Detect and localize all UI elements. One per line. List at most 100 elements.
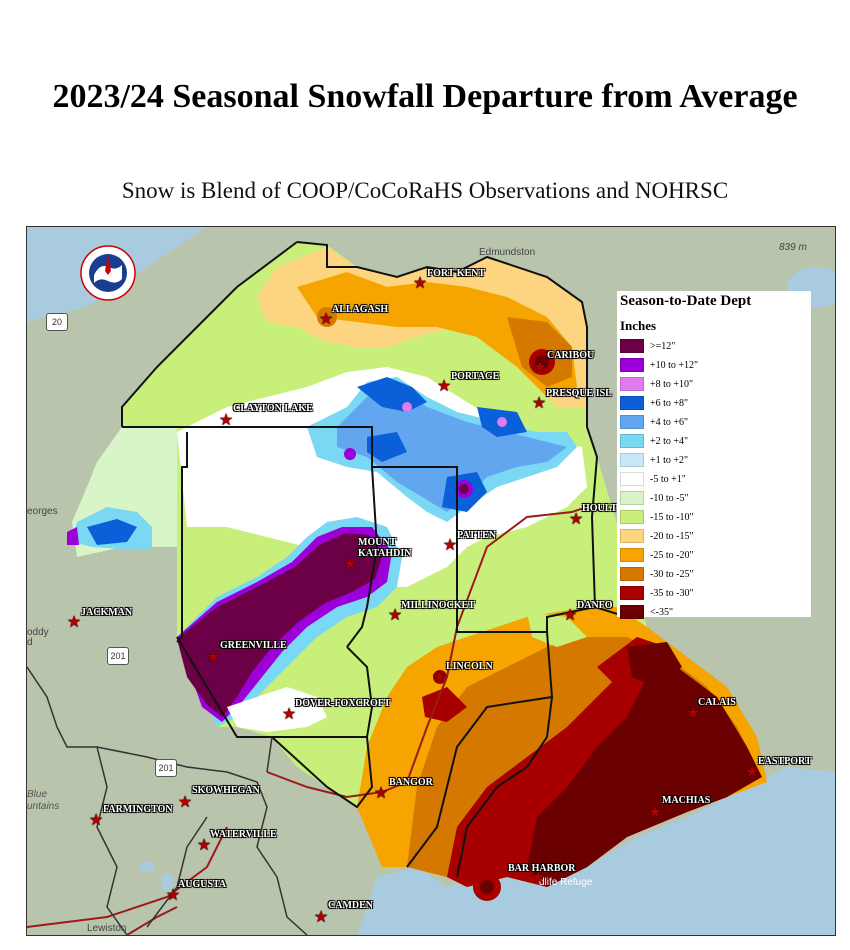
legend-item: +4 to +6" <box>620 414 688 430</box>
fort-kent-star-icon: ★ <box>412 275 428 292</box>
skowhegan-star-icon: ★ <box>177 794 193 811</box>
legend-item: +2 to +4" <box>620 433 688 449</box>
legend-item: -35 to -30" <box>620 585 694 601</box>
city-caribou: CARIBOU <box>547 350 595 361</box>
legend-swatch <box>620 434 644 448</box>
jackman-star-icon: ★ <box>66 614 82 631</box>
mount-katahdin-star-icon: ★ <box>342 556 358 573</box>
clayton-lake-star-icon: ★ <box>218 412 234 429</box>
legend-label: -30 to -25" <box>650 568 694 580</box>
legend-item: +1 to +2" <box>620 452 688 468</box>
legend-title: Season-to-Date Dept <box>620 293 752 309</box>
legend-units: Inches <box>620 318 657 333</box>
city-skowhegan: SKOWHEGAN <box>192 785 260 796</box>
route-20-shield: 20 <box>46 313 68 331</box>
legend-label: +2 to +4" <box>650 435 689 447</box>
calais-star-icon: ★ <box>685 705 701 722</box>
city-machias: MACHIAS <box>662 795 711 806</box>
wildlife-refuge-label: dlife Refuge <box>539 877 593 888</box>
legend-item: -15 to -10" <box>620 509 694 525</box>
map-title: 2023/24 Seasonal Snowfall Departure from… <box>52 78 798 115</box>
city-patten: PATTEN <box>457 530 497 541</box>
legend-swatch <box>620 548 644 562</box>
nws-logo-icon <box>80 245 136 301</box>
legend-label: >=12" <box>650 340 676 352</box>
legend-swatch <box>620 491 644 505</box>
legend-label: <-35" <box>650 606 674 618</box>
portage-star-icon: ★ <box>436 378 452 395</box>
legend-swatch <box>620 472 644 486</box>
machias-star-icon: ★ <box>647 804 663 821</box>
legend-label: -10 to -5" <box>650 492 689 504</box>
legend-swatch <box>620 586 644 600</box>
dover-foxcroft-star-icon: ★ <box>281 706 297 723</box>
legend-label: -35 to -30" <box>650 587 694 599</box>
legend-label: +4 to +6" <box>650 416 689 428</box>
city-millinocket: MILLINOCKET <box>401 600 475 611</box>
route-201-shield-b: 201 <box>155 759 177 777</box>
patten-star-icon: ★ <box>442 537 458 554</box>
legend-label: +6 to +8" <box>650 397 689 409</box>
city-waterville: WATERVILLE <box>210 829 277 840</box>
city-portage: PORTAGE <box>451 371 500 382</box>
city-clayton-lake: CLAYTON LAKE <box>233 403 313 414</box>
legend-label: +10 to +12" <box>650 359 699 371</box>
legend-item: -25 to -20" <box>620 547 694 563</box>
legend-swatch <box>620 358 644 372</box>
legend-swatch <box>620 510 644 524</box>
city-allagash: ALLAGASH <box>332 304 389 315</box>
city-lincoln: LINCOLN <box>446 661 493 672</box>
legend-swatch <box>620 567 644 581</box>
legend-item: >=12" <box>620 338 675 354</box>
legend-swatch <box>620 529 644 543</box>
legend-item: <-35" <box>620 604 673 620</box>
legend-item: -10 to -5" <box>620 490 689 506</box>
legend-swatch <box>620 605 644 619</box>
legend-item: +10 to +12" <box>620 357 698 373</box>
city-bar-harbor: BAR HARBOR <box>508 863 576 874</box>
city-danforth: DANFO <box>577 600 613 611</box>
greenville-star-icon: ★ <box>205 649 221 666</box>
blue-mountains-label-2: untains <box>27 801 60 812</box>
bangor-star-icon: ★ <box>373 785 389 802</box>
camden-star-icon: ★ <box>313 909 329 926</box>
danforth-star-icon: ★ <box>562 607 578 624</box>
legend-swatch <box>620 396 644 410</box>
city-mount-katahdin: MOUNT KATAHDIN <box>358 537 412 559</box>
legend-label: -5 to +1" <box>650 473 686 485</box>
city-fort-kent: FORT KENT <box>427 268 486 279</box>
legend-item: -30 to -25" <box>620 566 694 582</box>
city-houlton: HOULT <box>582 503 618 514</box>
eastport-star-icon: ★ <box>744 764 760 781</box>
map-canvas <box>27 227 835 935</box>
augusta-star-icon: ★ <box>165 887 181 904</box>
city-augusta: AUGUSTA <box>178 879 227 890</box>
roddy-label-2: d <box>27 637 33 648</box>
legend-label: -15 to -10" <box>650 511 694 523</box>
edmundston-label: Edmundston <box>479 247 536 258</box>
presque-isle-star-icon: ★ <box>531 395 547 412</box>
blue-mountains-label-1: Blue <box>27 789 48 800</box>
city-jackman: JACKMAN <box>81 607 133 618</box>
houlton-star-icon: ★ <box>568 511 584 528</box>
legend-item: +6 to +8" <box>620 395 688 411</box>
legend-label: +8 to +10" <box>650 378 694 390</box>
legend: Season-to-Date Dept Inches >=12" +10 to +… <box>617 291 811 620</box>
caribou-star-icon: ★ <box>532 359 548 376</box>
city-farmington: FARMINGTON <box>103 804 173 815</box>
city-presque-isle: PRESQUE ISL <box>546 388 612 399</box>
legend-label: +1 to +2" <box>650 454 689 466</box>
route-201-shield-a: 201 <box>107 647 129 665</box>
map-subtitle: Snow is Blend of COOP/CoCoRaHS Observati… <box>121 178 729 203</box>
city-greenville: GREENVILLE <box>220 640 287 651</box>
legend-swatch <box>620 339 644 353</box>
waterville-star-icon: ★ <box>196 837 212 854</box>
city-bangor: BANGOR <box>389 777 433 788</box>
millinocket-star-icon: ★ <box>387 607 403 624</box>
city-camden: CAMDEN <box>328 900 373 911</box>
legend-label: -25 to -20" <box>650 549 694 561</box>
legend-item: -5 to +1" <box>620 471 686 487</box>
legend-item: +8 to +10" <box>620 376 693 392</box>
city-eastport: EASTPORT <box>758 756 812 767</box>
lewiston-label: Lewiston <box>87 923 127 934</box>
